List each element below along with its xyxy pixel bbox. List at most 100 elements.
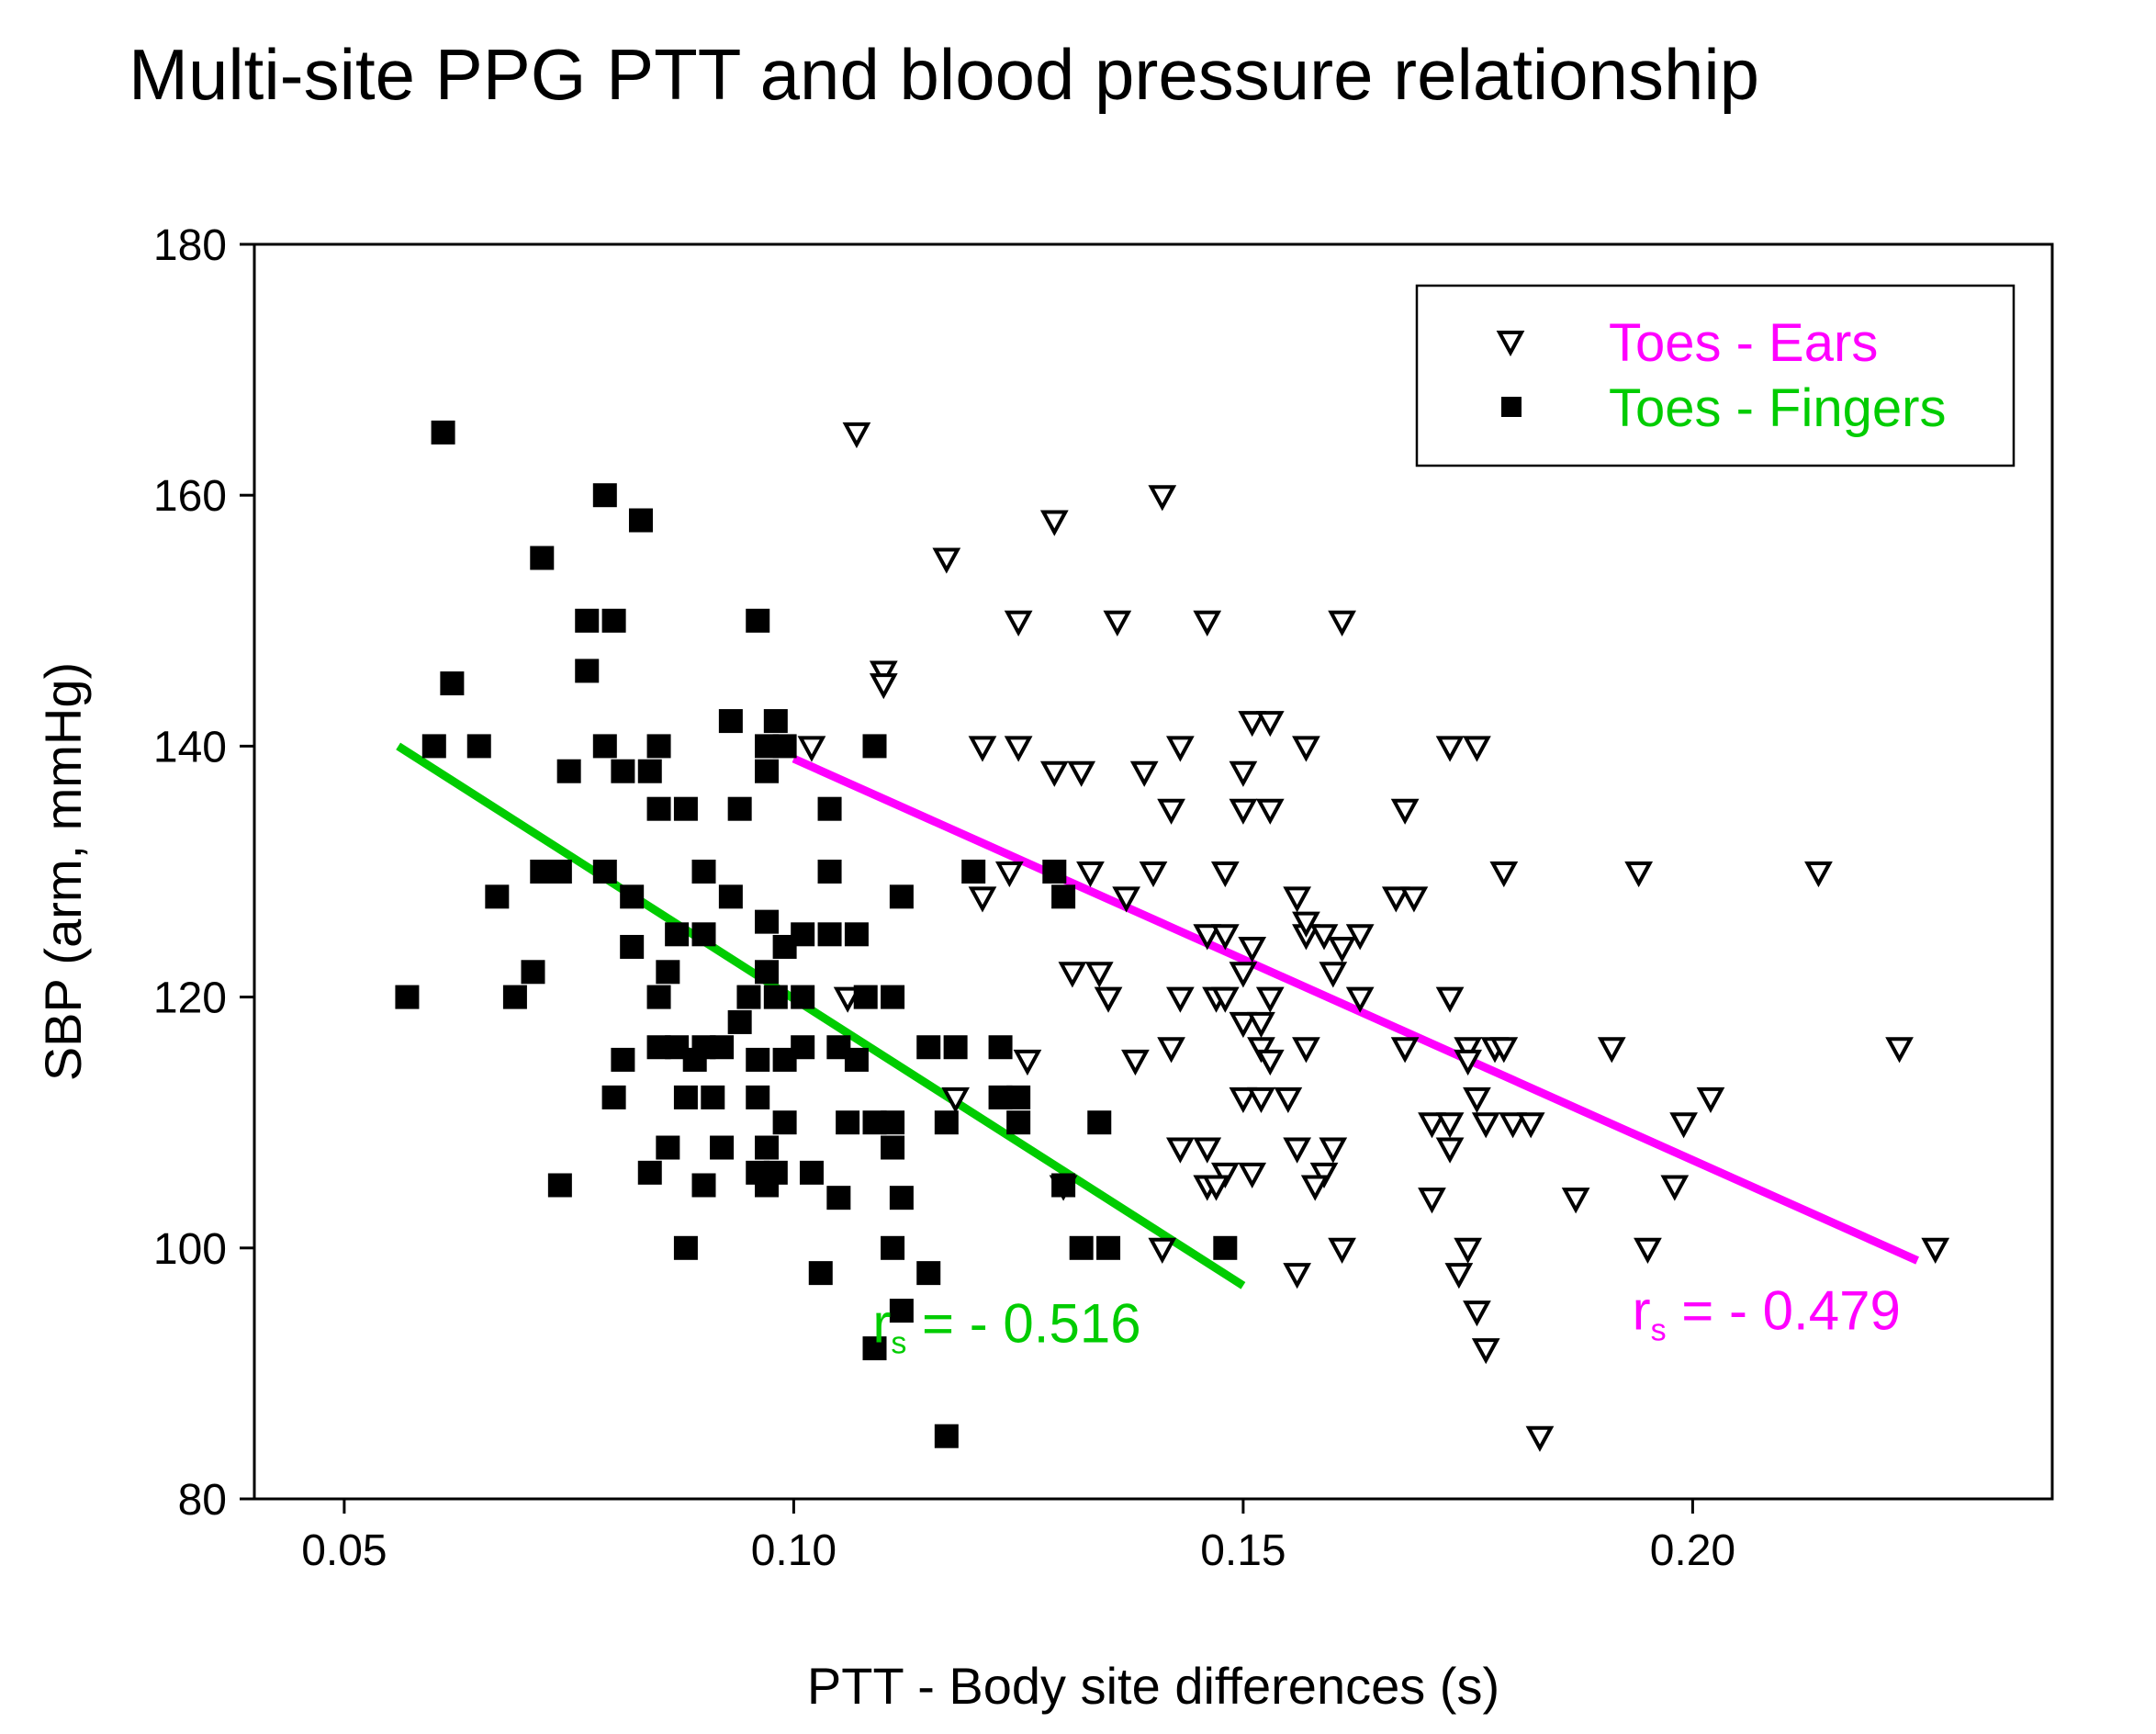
toes-ears-point — [1255, 986, 1285, 1013]
toes-ears-point — [1471, 1338, 1500, 1365]
toes-ears-point — [1238, 936, 1267, 963]
toes-ears-point — [842, 422, 871, 449]
toes-ears-point — [1390, 798, 1420, 825]
toes-ears-point — [1255, 1049, 1285, 1076]
toes-fingers-point — [592, 483, 617, 508]
toes-fingers-point — [817, 796, 842, 821]
toes-fingers-point — [862, 734, 887, 759]
axis-ticks: 0.05 0.10 0.15 0.20 80 100 120 140 160 180 — [153, 221, 1735, 1575]
y-tick-label: 120 — [153, 974, 227, 1023]
toes-fingers-point — [575, 608, 600, 633]
toes-fingers-point — [682, 1047, 707, 1072]
toes-ears-point — [1435, 1112, 1465, 1139]
toes-fingers-point — [961, 860, 986, 884]
toes-fingers-point — [628, 508, 653, 533]
y-tick-label: 140 — [153, 723, 227, 771]
toes-fingers-point — [746, 1085, 770, 1109]
correlation-label-fingers: rs = - 0.516 — [872, 1292, 1140, 1360]
toes-fingers-point — [755, 960, 780, 985]
toes-ears-point — [1166, 736, 1195, 762]
toes-fingers-point — [1069, 1235, 1094, 1260]
toes-ears-point — [1255, 798, 1285, 825]
toes-fingers-point — [1042, 860, 1067, 884]
toes-fingers-point — [844, 922, 869, 947]
rs-value: = - 0.516 — [906, 1292, 1140, 1354]
toes-fingers-point — [502, 985, 527, 1009]
toes-fingers-point — [763, 985, 788, 1009]
toes-fingers-point — [421, 734, 446, 759]
toes-ears-point — [1454, 1049, 1483, 1076]
toes-ears-point — [1921, 1237, 1950, 1264]
toes-ears-point — [1463, 1087, 1491, 1114]
toes-ears-point — [1300, 1175, 1330, 1201]
x-tick-label: 0.20 — [1650, 1526, 1735, 1575]
toes-ears-point — [1525, 1425, 1555, 1452]
toes-ears-point — [1319, 962, 1348, 988]
toes-fingers-point — [656, 1135, 680, 1160]
toes-ears-point — [1004, 610, 1033, 636]
toes-ears-point — [1283, 886, 1312, 913]
toes-fingers-point — [1006, 1110, 1031, 1135]
toes-ears-point — [1193, 1137, 1222, 1164]
toes-ears-point — [1435, 986, 1465, 1013]
toes-fingers-point — [889, 1299, 914, 1323]
toes-fingers-point — [727, 796, 752, 821]
toes-fingers-point — [710, 1035, 735, 1060]
toes-fingers-point — [620, 884, 645, 909]
toes-ears-point — [1166, 986, 1195, 1013]
toes-fingers-point — [791, 985, 815, 1009]
rs-value: = - 0.479 — [1667, 1280, 1901, 1342]
legend-label-toes-fingers: Toes - Fingers — [1609, 378, 1946, 438]
toes-ears-point — [1094, 986, 1123, 1013]
toes-fingers-point — [673, 796, 698, 821]
y-axis-label: SBP (arm, mmHg) — [34, 662, 92, 1081]
toes-fingers-point — [881, 1110, 905, 1135]
toes-ears-point — [1139, 861, 1168, 888]
toes-fingers-point — [862, 1336, 887, 1361]
toes-ears-point — [1157, 798, 1185, 825]
toes-ears-point — [1229, 798, 1258, 825]
toes-fingers-point — [1051, 884, 1076, 909]
toes-fingers-point — [736, 985, 761, 1009]
rs-symbol: r — [1633, 1280, 1651, 1342]
toes-fingers-point — [556, 759, 581, 783]
toes-ears-point — [1435, 736, 1465, 762]
toes-fingers-point — [1051, 1173, 1076, 1198]
toes-ears-point — [1129, 760, 1159, 787]
toes-fingers-point — [755, 1135, 780, 1160]
toes-fingers-point — [746, 608, 770, 633]
toes-ears-point — [1660, 1175, 1690, 1201]
toes-ears-point — [1471, 1112, 1500, 1139]
x-tick-label: 0.10 — [751, 1526, 837, 1575]
toes-fingers-point — [710, 1135, 735, 1160]
toes-fingers-point — [718, 884, 743, 909]
toes-fingers-point — [772, 934, 797, 959]
chart-title: Multi-site PPG PTT and blood pressure re… — [129, 34, 1759, 115]
toes-ears-point — [1274, 1087, 1303, 1114]
toes-fingers-point — [844, 1047, 869, 1072]
toes-ears-point — [1247, 1011, 1275, 1039]
y-tick-label: 80 — [178, 1476, 227, 1525]
toes-fingers-point — [601, 608, 626, 633]
toes-ears-point — [1084, 962, 1114, 988]
toes-ears-point — [1454, 1237, 1483, 1264]
toes-ears-point — [1381, 886, 1410, 913]
toes-fingers-point — [611, 759, 635, 783]
toes-fingers-point — [718, 709, 743, 734]
toes-fingers-point — [755, 759, 780, 783]
toes-ears-point — [1669, 1112, 1698, 1139]
toes-ears-point — [1013, 1049, 1042, 1076]
toes-ears-point — [1247, 1087, 1275, 1114]
toes-fingers-point — [1213, 1235, 1238, 1260]
toes-fingers-point — [601, 1085, 626, 1109]
toes-ears-point — [1418, 1112, 1446, 1139]
toes-ears-point — [1328, 936, 1356, 963]
toes-ears-point — [833, 986, 862, 1013]
toes-ears-point — [1696, 1087, 1725, 1114]
toes-ears-point — [932, 547, 961, 574]
toes-fingers-point — [485, 884, 510, 909]
legend-label-toes-ears: Toes - Ears — [1609, 313, 1878, 373]
correlation-label-ears: rs = - 0.479 — [1633, 1280, 1901, 1348]
toes-fingers-points — [395, 420, 1238, 1448]
